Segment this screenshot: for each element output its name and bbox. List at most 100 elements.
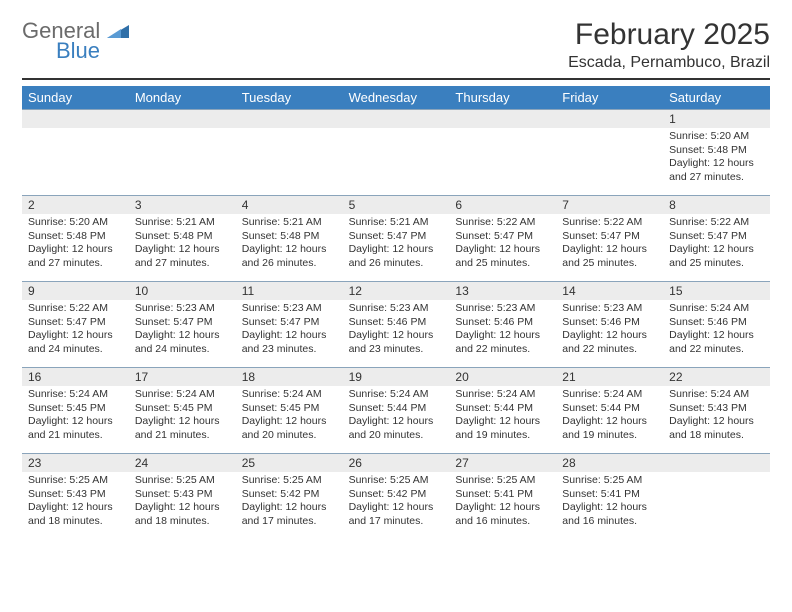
day-cell: 18Sunrise: 5:24 AMSunset: 5:45 PMDayligh… [236, 367, 343, 453]
sunset-text: Sunset: 5:47 PM [562, 230, 657, 244]
daylight-text: Daylight: 12 hours and 25 minutes. [455, 243, 550, 270]
day-info: Sunrise: 5:25 AMSunset: 5:41 PMDaylight:… [449, 472, 556, 533]
sunrise-text: Sunrise: 5:24 AM [455, 388, 550, 402]
calendar-header-row: SundayMondayTuesdayWednesdayThursdayFrid… [22, 86, 770, 109]
sunset-text: Sunset: 5:44 PM [455, 402, 550, 416]
daylight-text: Daylight: 12 hours and 24 minutes. [28, 329, 123, 356]
day-cell [129, 109, 236, 195]
day-info: Sunrise: 5:25 AMSunset: 5:43 PMDaylight:… [129, 472, 236, 533]
day-info: Sunrise: 5:24 AMSunset: 5:44 PMDaylight:… [449, 386, 556, 447]
day-cell: 1Sunrise: 5:20 AMSunset: 5:48 PMDaylight… [663, 109, 770, 195]
daylight-text: Daylight: 12 hours and 17 minutes. [349, 501, 444, 528]
sunset-text: Sunset: 5:47 PM [669, 230, 764, 244]
daylight-text: Daylight: 12 hours and 26 minutes. [242, 243, 337, 270]
sunrise-text: Sunrise: 5:21 AM [135, 216, 230, 230]
daylight-text: Daylight: 12 hours and 22 minutes. [562, 329, 657, 356]
day-cell: 23Sunrise: 5:25 AMSunset: 5:43 PMDayligh… [22, 453, 129, 539]
day-number: 6 [449, 196, 556, 214]
day-info: Sunrise: 5:24 AMSunset: 5:45 PMDaylight:… [22, 386, 129, 447]
sunrise-text: Sunrise: 5:23 AM [349, 302, 444, 316]
day-header: Tuesday [236, 86, 343, 109]
daylight-text: Daylight: 12 hours and 18 minutes. [135, 501, 230, 528]
sunrise-text: Sunrise: 5:25 AM [135, 474, 230, 488]
day-info: Sunrise: 5:24 AMSunset: 5:44 PMDaylight:… [556, 386, 663, 447]
day-header: Sunday [22, 86, 129, 109]
sunrise-text: Sunrise: 5:25 AM [562, 474, 657, 488]
day-cell: 2Sunrise: 5:20 AMSunset: 5:48 PMDaylight… [22, 195, 129, 281]
day-number: 9 [22, 282, 129, 300]
day-info: Sunrise: 5:22 AMSunset: 5:47 PMDaylight:… [22, 300, 129, 361]
day-number: 24 [129, 454, 236, 472]
title-block: February 2025 Escada, Pernambuco, Brazil [568, 18, 770, 72]
sunset-text: Sunset: 5:45 PM [242, 402, 337, 416]
day-cell: 12Sunrise: 5:23 AMSunset: 5:46 PMDayligh… [343, 281, 450, 367]
sunrise-text: Sunrise: 5:22 AM [455, 216, 550, 230]
day-info: Sunrise: 5:24 AMSunset: 5:43 PMDaylight:… [663, 386, 770, 447]
day-cell: 16Sunrise: 5:24 AMSunset: 5:45 PMDayligh… [22, 367, 129, 453]
sunset-text: Sunset: 5:41 PM [562, 488, 657, 502]
day-number [663, 454, 770, 472]
sunset-text: Sunset: 5:48 PM [669, 144, 764, 158]
daylight-text: Daylight: 12 hours and 16 minutes. [562, 501, 657, 528]
day-number: 15 [663, 282, 770, 300]
day-info: Sunrise: 5:24 AMSunset: 5:45 PMDaylight:… [129, 386, 236, 447]
daylight-text: Daylight: 12 hours and 21 minutes. [135, 415, 230, 442]
sunset-text: Sunset: 5:43 PM [28, 488, 123, 502]
day-cell [556, 109, 663, 195]
day-number [22, 110, 129, 128]
day-info: Sunrise: 5:22 AMSunset: 5:47 PMDaylight:… [449, 214, 556, 275]
day-cell: 19Sunrise: 5:24 AMSunset: 5:44 PMDayligh… [343, 367, 450, 453]
sunrise-text: Sunrise: 5:24 AM [349, 388, 444, 402]
sunset-text: Sunset: 5:44 PM [562, 402, 657, 416]
sunrise-text: Sunrise: 5:21 AM [242, 216, 337, 230]
sunrise-text: Sunrise: 5:23 AM [135, 302, 230, 316]
day-info: Sunrise: 5:23 AMSunset: 5:46 PMDaylight:… [556, 300, 663, 361]
day-info: Sunrise: 5:25 AMSunset: 5:42 PMDaylight:… [343, 472, 450, 533]
sunset-text: Sunset: 5:48 PM [242, 230, 337, 244]
day-cell: 8Sunrise: 5:22 AMSunset: 5:47 PMDaylight… [663, 195, 770, 281]
sunrise-text: Sunrise: 5:24 AM [242, 388, 337, 402]
day-number: 28 [556, 454, 663, 472]
daylight-text: Daylight: 12 hours and 26 minutes. [349, 243, 444, 270]
day-header: Wednesday [343, 86, 450, 109]
day-cell: 10Sunrise: 5:23 AMSunset: 5:47 PMDayligh… [129, 281, 236, 367]
day-cell: 3 Sunrise: 5:21 AMSunset: 5:48 PMDaylight… [129, 195, 236, 281]
daylight-text: Daylight: 12 hours and 24 minutes. [135, 329, 230, 356]
sunrise-text: Sunrise: 5:21 AM [349, 216, 444, 230]
daylight-text: Daylight: 12 hours and 27 minutes. [135, 243, 230, 270]
day-cell: 15Sunrise: 5:24 AMSunset: 5:46 PMDayligh… [663, 281, 770, 367]
day-info: Sunrise: 5:24 AMSunset: 5:44 PMDaylight:… [343, 386, 450, 447]
sunset-text: Sunset: 5:46 PM [455, 316, 550, 330]
day-number [449, 110, 556, 128]
month-title: February 2025 [568, 18, 770, 52]
day-number: 2 [22, 196, 129, 214]
sunrise-text: Sunrise: 5:25 AM [242, 474, 337, 488]
sunset-text: Sunset: 5:46 PM [562, 316, 657, 330]
sunrise-text: Sunrise: 5:23 AM [562, 302, 657, 316]
day-info: Sunrise: 5:23 AMSunset: 5:46 PMDaylight:… [343, 300, 450, 361]
day-cell [663, 453, 770, 539]
day-cell: 28 Sunrise: 5:25 AMSunset: 5:41 PMDayligh… [556, 453, 663, 539]
day-number: 12 [343, 282, 450, 300]
sunrise-text: Sunrise: 5:22 AM [28, 302, 123, 316]
day-number [236, 110, 343, 128]
daylight-text: Daylight: 12 hours and 27 minutes. [669, 157, 764, 184]
day-number: 5 [343, 196, 450, 214]
day-number: 7 [556, 196, 663, 214]
day-number: 1 [663, 110, 770, 128]
day-number: 3 [129, 196, 236, 214]
sunset-text: Sunset: 5:45 PM [28, 402, 123, 416]
sunset-text: Sunset: 5:48 PM [135, 230, 230, 244]
day-info: Sunrise: 5:24 AMSunset: 5:45 PMDaylight:… [236, 386, 343, 447]
sunrise-text: Sunrise: 5:24 AM [562, 388, 657, 402]
logo-triangle-icon [107, 22, 129, 43]
day-cell: 9Sunrise: 5:22 AMSunset: 5:47 PMDaylight… [22, 281, 129, 367]
day-info: Sunrise: 5:20 AMSunset: 5:48 PMDaylight:… [663, 128, 770, 189]
sunrise-text: Sunrise: 5:24 AM [669, 388, 764, 402]
sunset-text: Sunset: 5:46 PM [669, 316, 764, 330]
daylight-text: Daylight: 12 hours and 22 minutes. [455, 329, 550, 356]
day-info: Sunrise: 5:25 AMSunset: 5:42 PMDaylight:… [236, 472, 343, 533]
day-cell: 25Sunrise: 5:25 AMSunset: 5:42 PMDayligh… [236, 453, 343, 539]
sunrise-text: Sunrise: 5:23 AM [455, 302, 550, 316]
day-info: Sunrise: 5:23 AMSunset: 5:46 PMDaylight:… [449, 300, 556, 361]
